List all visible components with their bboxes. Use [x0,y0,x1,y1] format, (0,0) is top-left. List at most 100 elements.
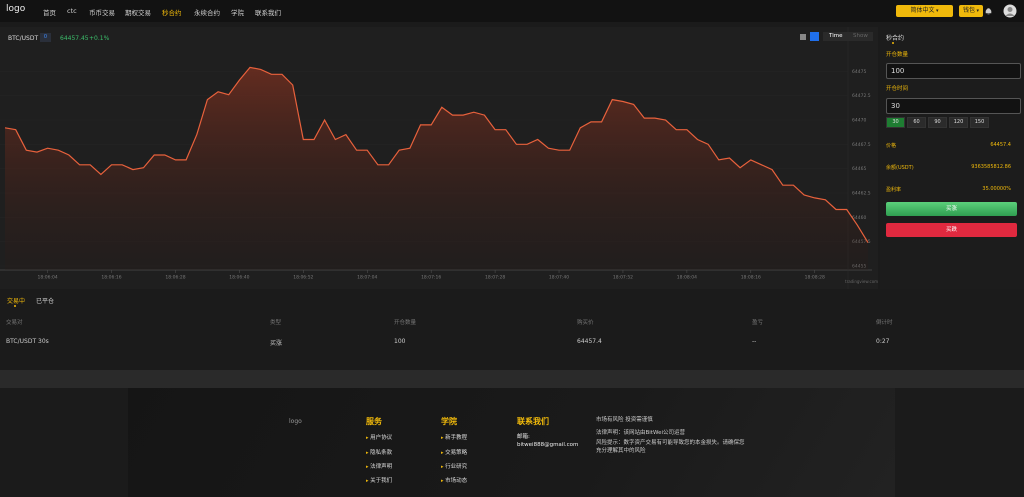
amount-input[interactable]: 100 [886,63,1021,79]
time-option[interactable]: 120 [949,117,968,128]
logo[interactable]: logo [6,4,26,14]
price-line [4,66,869,243]
nav-link[interactable]: 联系我们 [255,9,281,17]
panel-title: 秒合约 [886,35,905,42]
tab-dot [14,305,16,307]
footer-link[interactable]: 关于我们 [366,476,392,484]
nav-link[interactable]: 首页 [43,9,56,17]
info-row: 价格 64457.4 [886,142,1011,149]
tab[interactable]: 交易中 [7,298,26,305]
time-label: 开仓时间 [886,86,909,92]
info-row: 余额(USDT) 9363585812.86 [886,164,1011,171]
footer-note: 风险提示：数字资产交易有可能导致您的本金损失。请确保您充分理解其中的风险 [596,440,745,454]
last-price: 64457.45 [60,35,89,42]
footer-logo: logo [289,418,302,425]
info-label: 余额(USDT) [886,165,914,171]
info-value: 35.00000% [982,186,1011,192]
avatar[interactable] [1003,4,1017,18]
time-option[interactable]: 30 [886,117,905,128]
info-label: 价格 [886,143,897,149]
info-value: 9363585812.86 [971,164,1011,170]
table-cell: 0:27 [876,338,890,345]
table-header: 盈亏 [752,320,764,326]
nav-link[interactable]: 期权交易 [125,9,151,17]
wallet-button[interactable]: 钱包 [959,5,983,17]
fullscreen-icon[interactable] [810,32,819,41]
x-tick-label: 18:06:40 [229,275,249,281]
time-option[interactable]: 90 [928,117,947,128]
email[interactable]: bitwei888@gmail.com [517,442,579,448]
divider-band [0,370,1024,388]
footer-link[interactable]: 用户协议 [366,433,392,441]
footer-link[interactable]: 隐私条款 [366,448,392,456]
bell-icon[interactable] [985,7,992,15]
table-cell: 64457.4 [577,338,602,345]
nav-link[interactable]: 学院 [231,9,244,17]
footer-note: 法律声明：该网站由BitWei公司运营 [596,430,685,436]
table-cell: 100 [394,338,406,345]
buy-up-button[interactable]: 买涨 [886,202,1017,216]
nav-link[interactable]: ctc [67,7,77,15]
footer-link[interactable]: 行业研究 [441,462,467,470]
badge: 0 [40,33,51,42]
time-option[interactable]: 60 [907,117,926,128]
time-input[interactable]: 30 [886,98,1021,114]
x-tick-label: 18:07:16 [421,275,441,281]
settings-icon[interactable] [800,34,806,40]
footer-link[interactable]: 新手教程 [441,433,467,441]
y-tick-label: 64472.5 [852,93,871,99]
info-row: 盈利率 35.00000% [886,186,1011,193]
watermark: tradingview.com [845,279,879,284]
table-header: 开仓数量 [394,320,417,326]
footer: logo 服务 用户协议 隐私条款 法律声明 关于我们 学院 新手教程 交易策略… [128,388,895,497]
info-value: 64457.4 [990,142,1011,148]
chart-panel: 6445564457.56446064462.56446564467.56447… [0,27,878,289]
tab[interactable]: 已平仓 [36,298,55,305]
x-tick-label: 18:08:04 [677,275,697,281]
x-tick-label: 18:08:28 [805,275,825,281]
email-label: 邮箱: [517,434,530,440]
amount-label: 开仓数量 [886,52,909,58]
footer-note: 市场有风险 投资需谨慎 [596,417,653,423]
symbol: BTC/USDT [8,35,39,42]
x-tick-label: 18:07:28 [485,275,505,281]
footer-link[interactable]: 交易策略 [441,448,467,456]
top-nav: logo 首页 ctc 币币交易 期权交易 秒合约 永续合约 学院 联系我们 简… [0,0,1024,22]
table-header: 购买价 [577,320,594,326]
x-tick-label: 18:07:52 [613,275,633,281]
nav-link[interactable]: 永续合约 [194,9,220,17]
footer-link[interactable]: 法律声明 [366,462,392,470]
language-button[interactable]: 简体中文 [896,5,953,17]
chart: 6445564457.56446064462.56446564467.56447… [0,27,872,289]
x-tick-label: 18:07:04 [357,275,377,281]
order-panel: 秒合约 开仓数量 100 开仓时间 30 30 60 90 120 150 价格… [880,27,1024,289]
x-tick-label: 18:08:16 [741,275,761,281]
x-tick-label: 18:06:28 [165,275,185,281]
area [5,67,868,271]
table-header: 倒计时 [876,320,893,326]
y-tick-label: 64462.5 [852,191,871,197]
table-header: 交易对 [6,320,23,326]
x-tick-label: 18:06:52 [293,275,313,281]
footer-heading: 服务 [366,417,382,426]
x-tick-label: 18:07:40 [549,275,569,281]
y-tick-label: 64475 [852,69,866,75]
table-cell: -- [752,338,757,345]
buy-down-button[interactable]: 买跌 [886,223,1017,237]
time-button[interactable]: Time [829,33,843,39]
time-option[interactable]: 150 [970,117,989,128]
mode-toggle [823,32,873,41]
table-cell: BTC/USDT 30s [6,338,49,345]
nav-link[interactable]: 币币交易 [89,9,115,17]
show-button[interactable]: Show [853,33,868,39]
title-dot [892,42,894,44]
change: +0.1% [89,35,110,42]
y-tick-label: 64465 [852,166,866,172]
nav-link[interactable]: 秒合约 [162,9,182,17]
y-tick-label: 64467.5 [852,142,871,148]
footer-heading: 学院 [441,417,457,426]
table-cell: 买涨 [270,340,283,347]
footer-link[interactable]: 市场动态 [441,476,467,484]
y-tick-label: 64470 [852,118,866,124]
x-tick-label: 18:06:16 [101,275,121,281]
